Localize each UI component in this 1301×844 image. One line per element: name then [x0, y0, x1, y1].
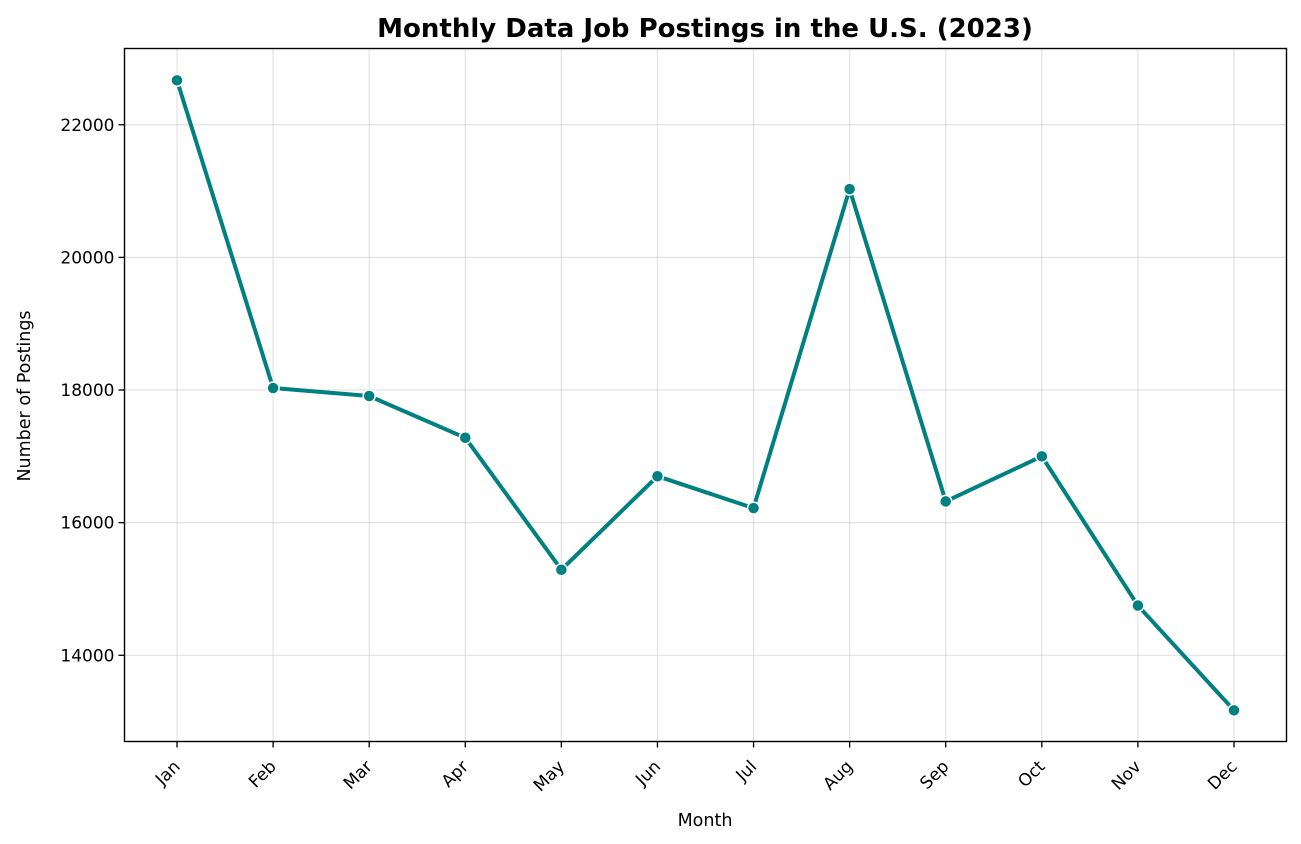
data-point-feb[interactable]: [266, 381, 280, 395]
data-point-jun[interactable]: [650, 469, 665, 483]
x-tick-label: Apr: [438, 757, 473, 792]
grid-layer: [124, 48, 1287, 742]
data-point-may[interactable]: [554, 562, 569, 577]
x-tick-label: Nov: [1108, 757, 1146, 795]
x-tick-label: Jul: [732, 757, 761, 786]
y-tick-label: 20000: [60, 248, 114, 268]
data-point-nov[interactable]: [1131, 598, 1145, 613]
series-layer: [170, 73, 1241, 718]
x-tick-label: Jan: [151, 757, 184, 790]
x-tick-label: Oct: [1014, 757, 1049, 792]
data-point-dec[interactable]: [1227, 703, 1241, 718]
series-line: [175, 78, 1236, 713]
y-tick-label: 22000: [60, 116, 114, 136]
x-tick-label: Feb: [245, 757, 280, 792]
data-point-apr[interactable]: [458, 431, 473, 445]
data-point-sep[interactable]: [938, 494, 953, 509]
data-point-jul[interactable]: [746, 501, 761, 515]
data-point-aug[interactable]: [842, 182, 857, 196]
x-axis-label: Month: [678, 811, 733, 831]
plot-frame: [123, 47, 1288, 743]
data-point-jan[interactable]: [170, 73, 184, 88]
x-tick-label: Dec: [1204, 757, 1241, 794]
x-tick-label: Sep: [916, 757, 953, 794]
x-tick-label: Jun: [631, 757, 665, 791]
x-tick-label: May: [530, 757, 569, 796]
data-point-oct[interactable]: [1035, 449, 1049, 464]
y-tick-label: 16000: [60, 514, 114, 534]
chart-title: Monthly Data Job Postings in the U.S. (2…: [377, 14, 1033, 44]
ticks-layer: Jan Feb Mar Apr May Jun Jul Aug Sep Oct Nov Dec 1400…: [60, 116, 1241, 796]
y-tick-label: 14000: [60, 646, 114, 666]
data-point-mar[interactable]: [362, 389, 376, 403]
y-axis-label: Number of Postings: [15, 310, 35, 481]
x-tick-label: Aug: [820, 757, 858, 795]
x-tick-label: Mar: [340, 757, 377, 794]
y-tick-label: 18000: [60, 381, 114, 401]
